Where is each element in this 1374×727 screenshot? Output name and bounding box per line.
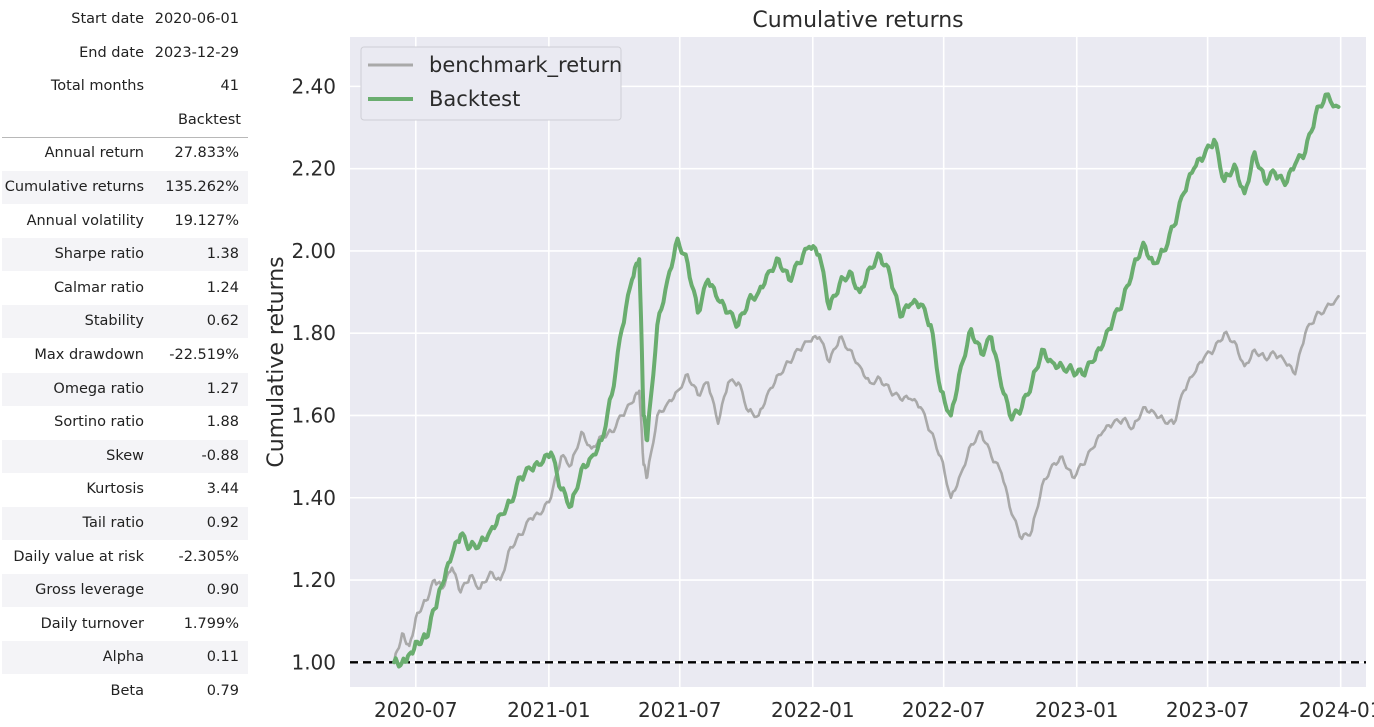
stat-row: Kurtosis 3.44 (2, 473, 248, 506)
cumulative-returns-chart: 1.00 1.20 1.40 1.60 1.80 2.00 2.20 2.40 2020-07 2… (250, 0, 1374, 727)
stat-row: Gross leverage 0.90 (2, 574, 248, 608)
stats-separator (2, 137, 248, 138)
stat-value: 3.44 (206, 481, 239, 498)
stat-label: Daily value at risk (13, 548, 144, 565)
stat-row: Max drawdown -22.519% (2, 339, 248, 372)
series-line-backtest (392, 92, 1341, 669)
y-tick-label: 2.00 (291, 239, 336, 263)
stat-label: Start date (71, 11, 144, 27)
stat-row: Daily value at risk -2.305% (2, 541, 248, 574)
stat-value: 1.799% (183, 615, 239, 632)
chart-title: Cumulative returns (752, 8, 963, 33)
y-tick-label: 1.20 (291, 568, 336, 592)
x-tick-label: 2021-07 (638, 698, 722, 722)
stat-row-meta: Total months 41 (2, 70, 248, 103)
stat-value: 0.79 (206, 683, 239, 699)
stat-row: Sharpe ratio 1.38 (2, 238, 248, 272)
stat-value: 0.92 (206, 515, 239, 531)
stat-value: -0.88 (201, 447, 239, 464)
stat-row: Calmar ratio 1.24 (2, 272, 248, 305)
legend: benchmark_return Backtest (360, 46, 622, 121)
stat-row: Skew -0.88 (2, 439, 248, 473)
stat-label: Skew (106, 447, 144, 464)
stat-row: Sortino ratio 1.88 (2, 406, 248, 439)
x-tick-label: 2022-01 (771, 698, 855, 722)
stat-row: Alpha 0.11 (2, 641, 248, 675)
y-tick-label: 1.60 (291, 403, 336, 427)
stat-row: Tail ratio 0.92 (2, 507, 248, 540)
x-tick-label: 2023-07 (1166, 698, 1250, 722)
stat-label: Sortino ratio (54, 414, 144, 431)
stat-value: 1.38 (206, 246, 239, 263)
x-tick-label: 2023-01 (1035, 698, 1119, 722)
legend-label-benchmark: benchmark_return (429, 53, 622, 78)
legend-box (360, 46, 622, 121)
stat-row: Beta 0.79 (2, 675, 248, 708)
series-line-benchmark (392, 294, 1340, 664)
stat-label: Annual return (44, 145, 144, 162)
chart-svg: 1.00 1.20 1.40 1.60 1.80 2.00 2.20 2.40 2020-07 2… (264, 8, 1374, 722)
stats-column-header: Backtest (177, 112, 241, 128)
x-tick-label: 2024-01 (1299, 698, 1374, 722)
stat-row: Stability 0.62 (2, 305, 248, 339)
tick-labels: 1.00 1.20 1.40 1.60 1.80 2.00 2.20 2.40 2020-07 2… (291, 74, 1374, 722)
stat-label: Cumulative returns (4, 179, 144, 195)
stat-label: Total months (50, 78, 144, 95)
stat-value: 2023-12-29 (154, 44, 239, 61)
stat-row: Cumulative returns 135.262% (2, 171, 248, 204)
stat-label: Kurtosis (86, 481, 144, 498)
stat-value: -22.519% (169, 347, 239, 363)
stat-value: 135.262% (165, 179, 239, 195)
stat-label: Daily turnover (40, 615, 144, 632)
stat-value: 0.90 (206, 582, 239, 599)
x-tick-label: 2022-07 (902, 698, 986, 722)
series-layer (392, 92, 1341, 669)
stat-value: 27.833% (174, 145, 239, 162)
stat-value: 1.27 (206, 380, 239, 397)
stat-label: Calmar ratio (53, 279, 144, 296)
stat-label: Beta (110, 683, 144, 699)
stat-value: -2.305% (178, 548, 239, 565)
stat-row: Omega ratio 1.27 (2, 372, 248, 406)
stat-label: Omega ratio (53, 380, 144, 397)
x-tick-label: 2021-01 (507, 698, 591, 722)
y-axis-label: Cumulative returns (264, 256, 289, 467)
stat-value: 19.127% (174, 212, 239, 229)
x-tick-label: 2020-07 (374, 698, 458, 722)
stat-row: Annual volatility 19.127% (2, 205, 248, 238)
stat-label: Sharpe ratio (54, 246, 144, 263)
legend-label-backtest: Backtest (429, 87, 520, 111)
stat-value: 1.88 (206, 414, 239, 431)
stat-label: Stability (84, 313, 144, 330)
stat-label: Gross leverage (35, 582, 144, 599)
stat-row-meta: End date 2023-12-29 (2, 37, 248, 70)
stat-value: 2020-06-01 (154, 11, 239, 27)
y-tick-label: 1.80 (291, 321, 336, 345)
plot-background (350, 37, 1366, 687)
stat-value: 41 (220, 78, 239, 95)
stat-value: 1.24 (206, 279, 239, 296)
stat-row: Annual return 27.833% (2, 137, 248, 170)
stat-row-meta: Start date 2020-06-01 (2, 3, 248, 36)
y-tick-label: 1.00 (291, 650, 336, 674)
stat-label: Tail ratio (82, 515, 144, 531)
stat-label: End date (79, 44, 144, 61)
y-tick-label: 2.20 (291, 157, 336, 181)
stat-label: Alpha (102, 649, 144, 666)
stat-label: Annual volatility (26, 212, 144, 229)
y-tick-label: 1.40 (291, 486, 336, 510)
stat-label: Max drawdown (34, 347, 144, 363)
stat-value: 0.11 (206, 649, 239, 666)
y-tick-label: 2.40 (291, 74, 336, 98)
stat-value: 0.62 (206, 313, 239, 330)
stat-row: Daily turnover 1.799% (2, 608, 248, 641)
